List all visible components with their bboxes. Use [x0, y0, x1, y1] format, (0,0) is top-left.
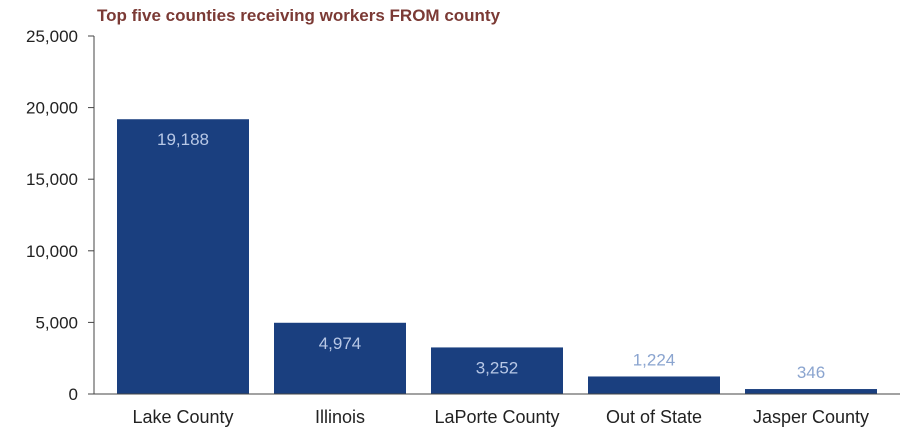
x-category-label: Jasper County [753, 407, 869, 427]
x-category-label: Out of State [606, 407, 702, 427]
y-tick-label: 10,000 [26, 242, 78, 261]
bar-out-of-state [588, 376, 720, 394]
bar-jasper-county [745, 389, 877, 394]
bar-laporte-county [431, 347, 563, 394]
y-tick-label: 15,000 [26, 170, 78, 189]
bar-illinois [274, 322, 406, 394]
bar-lake-county [117, 119, 249, 394]
y-axis: 0 5,000 10,000 15,000 20,000 25,000 [26, 27, 95, 404]
data-label: 3,252 [476, 358, 519, 377]
x-category-label: Illinois [315, 407, 365, 427]
data-labels: 19,188 4,974 3,252 1,224 346 [157, 130, 825, 382]
x-category-label: LaPorte County [434, 407, 559, 427]
data-label: 4,974 [319, 334, 362, 353]
data-label: 346 [797, 363, 825, 382]
y-tick-label: 0 [69, 385, 78, 404]
y-tick-label: 25,000 [26, 27, 78, 46]
x-axis: Lake County Illinois LaPorte County Out of … [94, 393, 900, 427]
bars [117, 119, 877, 394]
y-tick-label: 20,000 [26, 99, 78, 118]
data-label: 19,188 [157, 130, 209, 149]
y-tick-label: 5,000 [35, 313, 78, 332]
data-label: 1,224 [633, 350, 676, 369]
x-category-label: Lake County [132, 407, 233, 427]
chart-title: Top five counties receiving workers FROM… [97, 6, 501, 25]
